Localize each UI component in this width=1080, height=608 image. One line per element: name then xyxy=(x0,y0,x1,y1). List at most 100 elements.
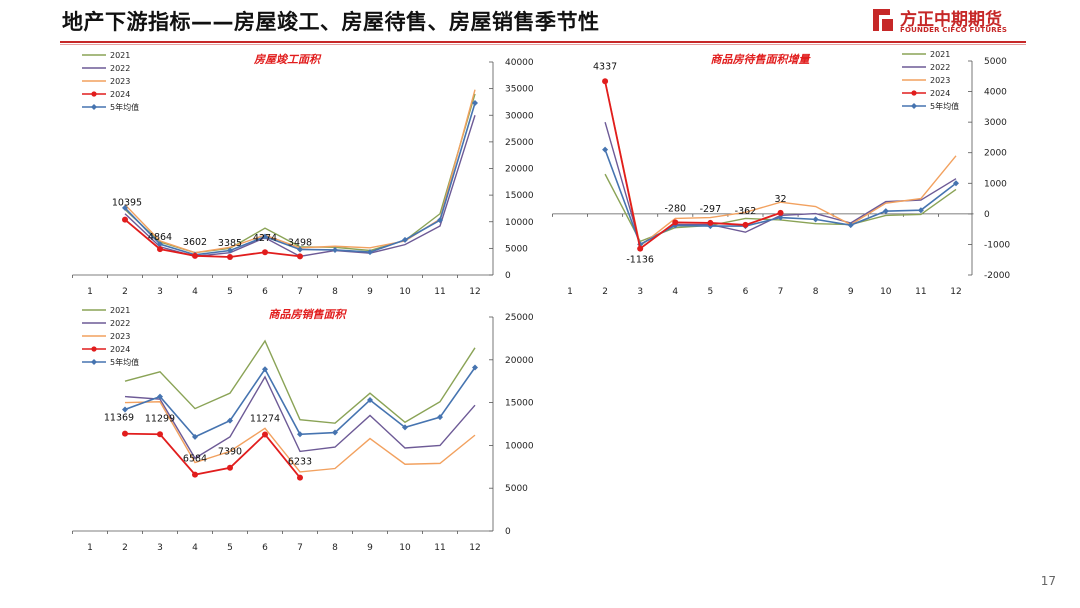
x-tick-label: 5 xyxy=(707,287,713,297)
data-point-avg xyxy=(472,100,478,107)
x-tick-label: 7 xyxy=(297,543,303,553)
logo-text-en: FOUNDER CIFCO FUTURES xyxy=(900,26,1008,34)
data-label: -1136 xyxy=(626,255,654,266)
founder-logo-icon xyxy=(873,9,893,31)
x-tick-label: 9 xyxy=(367,543,373,553)
x-tick-label: 9 xyxy=(367,287,373,297)
legend-marker-avg xyxy=(91,104,97,110)
legend-label: 2023 xyxy=(110,332,130,341)
data-point-avg xyxy=(192,433,198,440)
page-title: 地产下游指标——房屋竣工、房屋待售、房屋销售季节性 xyxy=(62,10,600,34)
x-tick-label: 1 xyxy=(87,287,93,297)
data-point-avg xyxy=(882,208,889,215)
data-point-avg xyxy=(262,233,268,240)
series-line-2021 xyxy=(604,173,957,243)
data-point-2024 xyxy=(637,245,644,252)
x-tick-label: 10 xyxy=(880,287,892,297)
x-tick-label: 8 xyxy=(332,287,338,297)
y-tick-label: 0 xyxy=(505,527,511,537)
data-point-avg xyxy=(777,214,784,221)
legend-marker-2024 xyxy=(911,90,917,96)
data-point-avg xyxy=(402,424,408,431)
x-tick-label: 4 xyxy=(192,287,198,297)
data-point-2024 xyxy=(192,252,198,259)
y-tick-label: 0 xyxy=(984,210,990,220)
data-point-2024 xyxy=(262,249,268,256)
data-point-2024 xyxy=(297,253,303,260)
legend-label: 2022 xyxy=(930,63,950,72)
y-tick-label: -1000 xyxy=(984,240,1010,250)
data-label: -280 xyxy=(664,203,686,214)
x-tick-label: 11 xyxy=(434,287,445,297)
y-tick-label: 30000 xyxy=(505,111,534,121)
data-point-avg xyxy=(122,204,128,211)
legend-label: 2024 xyxy=(110,90,130,99)
x-tick-label: 12 xyxy=(469,543,480,553)
data-point-avg xyxy=(917,207,924,214)
data-point-avg xyxy=(367,249,373,256)
y-tick-label: 5000 xyxy=(505,244,528,254)
data-label: -362 xyxy=(735,206,757,217)
data-point-2024 xyxy=(742,221,749,228)
x-tick-label: 10 xyxy=(399,287,411,297)
legend-label: 2021 xyxy=(110,306,130,315)
x-tick-label: 5 xyxy=(227,543,233,553)
legend-label: 5年均值 xyxy=(930,101,959,111)
y-tick-label: 35000 xyxy=(505,85,534,95)
data-point-avg xyxy=(332,429,338,436)
legend-label: 2024 xyxy=(930,89,950,98)
legend-label: 5年均值 xyxy=(110,102,139,112)
legend-label: 2024 xyxy=(110,345,130,354)
data-label: 11369 xyxy=(104,413,134,424)
data-point-avg xyxy=(437,217,443,224)
data-point-avg xyxy=(953,180,959,187)
data-label: 11274 xyxy=(250,413,280,424)
legend-marker-avg xyxy=(91,359,97,365)
y-tick-label: 10000 xyxy=(505,218,534,228)
x-tick-label: 6 xyxy=(262,287,268,297)
y-tick-label: 20000 xyxy=(505,356,534,366)
x-tick-label: 8 xyxy=(332,543,338,553)
data-label: 32 xyxy=(774,194,786,205)
data-point-2024 xyxy=(122,216,128,223)
y-tick-label: 10000 xyxy=(505,441,534,451)
data-point-2024 xyxy=(707,219,714,226)
data-point-2024 xyxy=(672,219,679,226)
data-point-avg xyxy=(122,406,128,413)
x-tick-label: 2 xyxy=(122,287,128,297)
y-tick-label: 3000 xyxy=(984,118,1007,128)
x-tick-label: 1 xyxy=(87,543,93,553)
x-tick-label: 7 xyxy=(297,287,303,297)
legend-label: 2022 xyxy=(110,64,130,73)
series-line-5年均值 xyxy=(124,367,476,438)
data-label: 7390 xyxy=(218,447,242,458)
y-tick-label: 5000 xyxy=(984,57,1007,67)
data-point-avg xyxy=(297,246,303,253)
data-point-avg xyxy=(437,414,443,421)
data-point-2024 xyxy=(157,246,163,253)
x-tick-label: 5 xyxy=(227,287,233,297)
y-tick-label: 4000 xyxy=(984,88,1007,98)
series-line-2024 xyxy=(124,218,301,258)
series-line-2022 xyxy=(124,115,476,258)
y-tick-label: -2000 xyxy=(984,271,1010,281)
data-point-avg xyxy=(812,216,819,223)
series-line-2023 xyxy=(124,89,476,254)
x-tick-label: 3 xyxy=(157,287,163,297)
x-tick-label: 4 xyxy=(192,543,198,553)
x-tick-label: 3 xyxy=(637,287,643,297)
series-line-2024 xyxy=(124,432,301,479)
series-line-5年均值 xyxy=(124,102,476,256)
data-label: 6233 xyxy=(288,457,312,468)
data-point-avg xyxy=(367,397,373,404)
data-point-avg xyxy=(157,241,163,248)
legend-marker-2024 xyxy=(91,346,97,352)
chart-title: 房屋竣工面积 xyxy=(253,53,322,66)
data-point-avg xyxy=(227,417,233,424)
data-point-2024 xyxy=(262,431,268,438)
x-tick-label: 9 xyxy=(848,287,854,297)
x-tick-label: 12 xyxy=(469,287,480,297)
y-tick-label: 2000 xyxy=(984,149,1007,159)
data-point-avg xyxy=(262,366,268,373)
